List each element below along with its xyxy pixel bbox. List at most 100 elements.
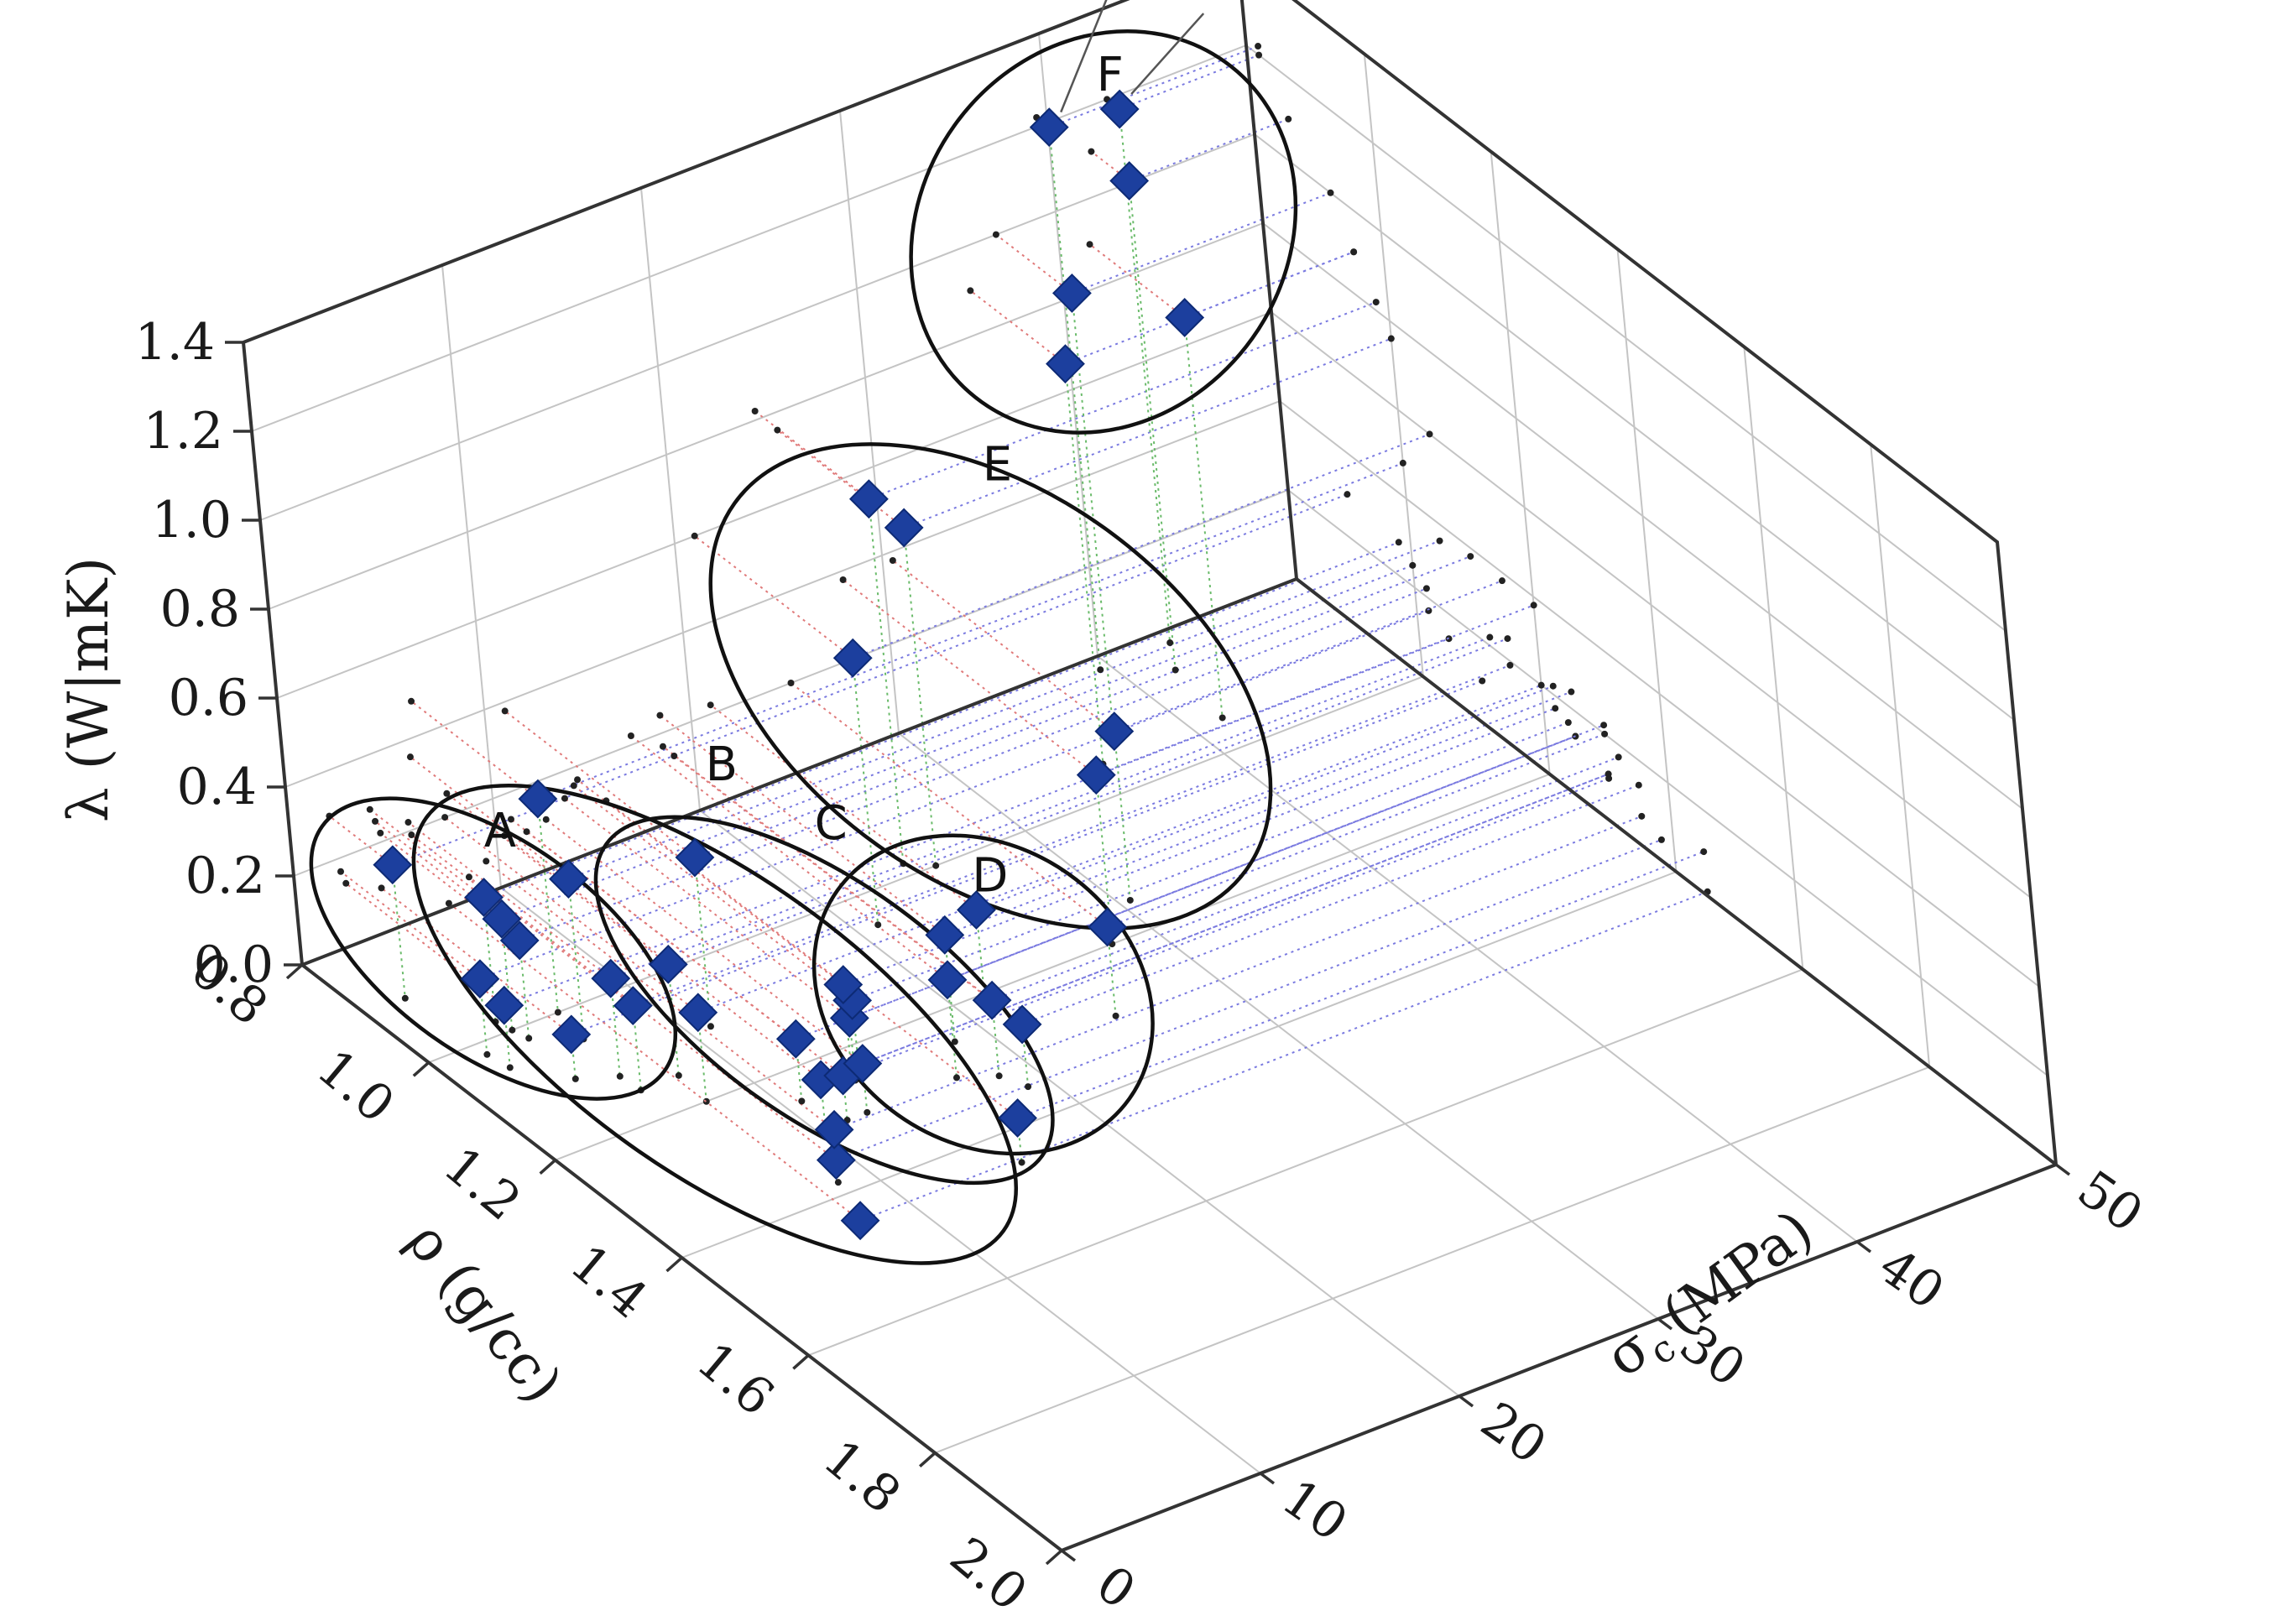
projection-dot [1285,115,1292,122]
projection-dot [1086,241,1093,248]
floor-grid-line [898,732,1659,1320]
data-marker [591,958,631,998]
projection-dot [571,1075,579,1082]
right-wall-grid-line [1616,248,1678,873]
projection-dot [1549,682,1557,690]
side-wall-projection-line [571,680,1483,1035]
projection-dot [1018,1159,1025,1166]
floor-projection-line [519,940,530,1039]
projection-dot [702,1097,710,1105]
rho-tick-label: 1.0 [306,1038,405,1134]
projection-dot [561,795,568,802]
projection-dot [554,1009,561,1016]
projection-dot [570,782,577,790]
data-marker [957,890,996,930]
side-wall-projection-line [667,638,1508,966]
sigma-tick-label: 10 [1271,1468,1358,1553]
left-wall-grid-line [276,311,1272,699]
back-wall-projection-line [842,579,1097,776]
projection-dot [366,805,373,813]
right-wall-grid-line [1279,400,2040,988]
projection-dot [408,697,415,705]
projection-dot [1399,459,1406,466]
data-marker [1165,298,1205,337]
floor-projection-line [903,527,937,866]
floor-projection-line [946,979,958,1078]
side-wall-projection-line [632,664,1511,1007]
side-wall-projection-line [697,684,1542,1014]
projection-dot [1530,602,1537,609]
projection-dot [864,1108,871,1116]
data-marker [925,915,965,955]
data-marker [648,944,688,984]
data-marker [460,959,500,999]
projection-dot [1425,607,1432,614]
data-marker [1046,344,1085,384]
callout-leader [1130,13,1205,95]
side-wall-projection-line [1119,54,1260,110]
projection-dot [342,879,350,887]
floor-projection-line [868,498,905,864]
sigma-tick-label: 0 [1086,1555,1145,1621]
floor-projection-line [693,857,712,1027]
projection-dot [443,790,451,797]
projection-dot [1395,539,1402,546]
projection-dot [839,576,847,583]
z-tick-label: 0.8 [160,580,240,638]
side-wall-projection-line [568,539,1440,880]
projection-dot [659,743,666,750]
back-wall-projection-line [892,560,1115,732]
projection-dot [1700,848,1708,856]
floor-projection-line [1048,127,1102,670]
group-label: A [484,804,516,858]
projection-dot [483,857,490,865]
data-marker [373,845,413,885]
back-wall-projection-line [969,289,1067,365]
group-ellipse [309,796,678,1101]
projection-dot [1600,722,1608,729]
z-tick-label: 1.4 [135,313,215,372]
projection-dot [337,868,345,875]
z-tick-label: 1.0 [152,491,232,550]
sigma-unit: (MPa) [1651,1197,1824,1348]
group-label: B [706,738,738,792]
right-floor-edge [1295,577,2058,1166]
projection-dot [889,557,896,564]
data-marker [1094,711,1135,751]
projection-dot [1166,639,1174,647]
group-ellipse [811,833,1155,1156]
projection-dot [952,1074,960,1082]
projection-dot [874,921,882,929]
right-wall-grid-line [1363,54,1424,677]
data-marker [843,1044,883,1083]
projection-dot [441,814,449,821]
projection-dot [1537,681,1545,689]
projection-dot [1498,577,1505,585]
back-corner-edge [1239,0,1298,580]
projection-dot [656,711,664,719]
left-wall-grid-line [839,110,900,734]
projection-dot [1564,719,1572,727]
back-floor-edge [301,577,1297,967]
floor-projection-line [851,1000,860,1072]
projection-dot [1350,248,1358,256]
projection-dot [501,707,509,715]
left-wall-grid-line [268,222,1264,610]
floor-grid-line [428,675,1424,1064]
rho-tick [539,1159,556,1175]
data-marker [840,1201,880,1241]
projection-dot [465,873,472,881]
sigma-tick [2054,1163,2071,1176]
projection-dot [707,701,714,709]
side-wall-projection-line [852,433,1430,659]
data-marker [518,779,558,819]
floor-projection-line [943,935,956,1042]
sigma-tick-label: 50 [2067,1160,2153,1244]
left-wall-grid-line [259,133,1255,521]
right-wall-grid-line [1287,489,2048,1076]
floor-projection-line [1128,180,1177,670]
side-wall-projection-line [483,541,1400,899]
floor-projection-line [391,864,406,998]
projection-dot [509,1026,516,1034]
projection-dot [1218,714,1226,722]
